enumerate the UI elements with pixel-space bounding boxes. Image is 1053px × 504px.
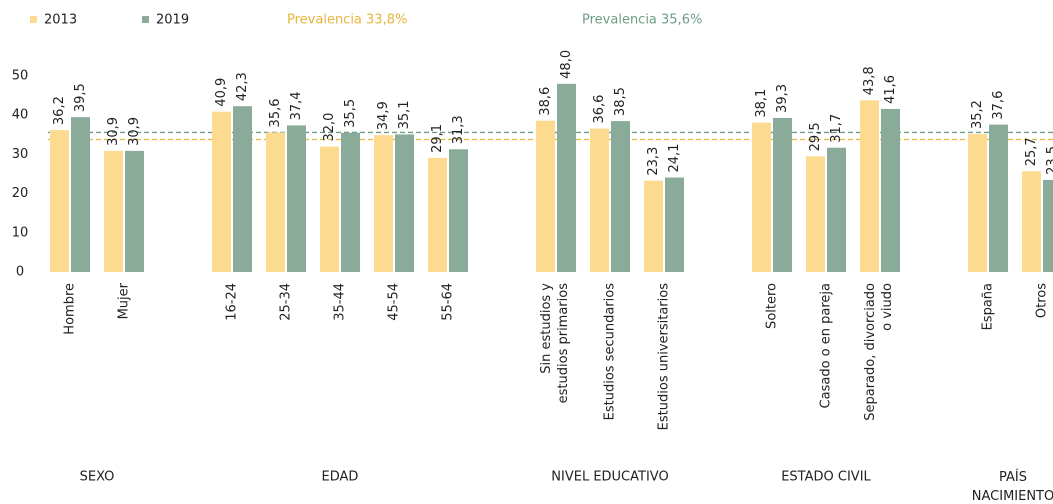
value-label: 23,3 xyxy=(646,147,661,176)
value-label: 32,0 xyxy=(322,113,337,142)
x-tick-label: 55-64 xyxy=(441,283,456,321)
value-label: 35,6 xyxy=(268,98,283,127)
bar xyxy=(1022,171,1041,272)
bar xyxy=(374,135,393,272)
x-tick-label: 35-44 xyxy=(333,283,348,321)
group-label: NIVEL EDUCATIVO xyxy=(551,470,668,485)
value-label: 42,3 xyxy=(235,72,250,101)
value-label: 25,7 xyxy=(1024,137,1039,166)
y-tick-label: 40 xyxy=(12,108,29,123)
value-label: 24,1 xyxy=(667,144,682,173)
bar xyxy=(590,128,609,272)
bar xyxy=(536,120,555,272)
bar xyxy=(320,146,339,272)
x-tick-label: 45-54 xyxy=(387,283,402,321)
bar xyxy=(806,156,825,272)
value-label: 36,6 xyxy=(592,95,607,124)
bar xyxy=(287,125,306,272)
value-label: 39,3 xyxy=(775,84,790,113)
x-tick-label: España xyxy=(981,283,996,330)
x-tick-label: Estudios universitarios xyxy=(657,283,672,431)
value-label: 48,0 xyxy=(559,50,574,79)
x-tick-label: Estudios secundarios xyxy=(603,283,618,421)
value-label: 41,6 xyxy=(883,75,898,104)
x-tick-label: Mujer xyxy=(117,282,132,319)
bar xyxy=(989,124,1008,272)
x-tick-label: Hombre xyxy=(63,283,78,335)
value-label: 35,1 xyxy=(397,100,412,129)
x-tick-label: Sin estudios y estudios primarios xyxy=(538,283,570,404)
value-label: 38,1 xyxy=(754,89,769,118)
value-label: 37,6 xyxy=(991,91,1006,120)
x-tick-label: Soltero xyxy=(765,283,780,329)
value-label: 37,4 xyxy=(289,91,304,120)
bar xyxy=(212,111,231,272)
group-label: SEXO xyxy=(80,470,115,485)
value-label: 30,9 xyxy=(127,117,142,146)
x-tick-label: 16-24 xyxy=(225,283,240,321)
x-tick-label: Otros xyxy=(1035,283,1050,318)
bar xyxy=(665,177,684,272)
value-label: 34,9 xyxy=(376,101,391,130)
y-tick-label: 0 xyxy=(16,265,24,280)
bar xyxy=(341,132,360,272)
legend-label: 2013 xyxy=(44,13,77,28)
value-label: 31,7 xyxy=(829,114,844,143)
y-tick-label: 20 xyxy=(12,186,29,201)
reference-label: Prevalencia 35,6% xyxy=(582,13,702,28)
legend-swatch xyxy=(142,16,149,23)
value-label: 43,8 xyxy=(862,66,877,95)
value-label: 31,3 xyxy=(451,115,466,144)
y-tick-label: 50 xyxy=(12,69,29,84)
legend-swatch xyxy=(30,16,37,23)
group-label: ESTADO CIVIL xyxy=(781,470,871,485)
bar xyxy=(968,134,987,272)
bar xyxy=(449,149,468,272)
bar xyxy=(125,150,144,272)
value-label: 23,5 xyxy=(1045,146,1053,175)
bar xyxy=(773,117,792,272)
value-label: 39,5 xyxy=(73,83,88,112)
value-label: 29,5 xyxy=(808,122,823,151)
bar xyxy=(860,100,879,272)
bar xyxy=(827,147,846,272)
bar xyxy=(1043,179,1053,272)
value-label: 38,6 xyxy=(538,87,553,116)
bar xyxy=(881,108,900,272)
bar xyxy=(71,117,90,272)
bar xyxy=(752,122,771,272)
bar xyxy=(50,130,69,272)
x-tick-label: 25-34 xyxy=(279,283,294,321)
value-label: 35,2 xyxy=(970,100,985,129)
value-label: 38,5 xyxy=(613,87,628,116)
y-tick-label: 10 xyxy=(12,225,29,240)
bar xyxy=(644,180,663,272)
bar xyxy=(395,134,414,272)
value-label: 29,1 xyxy=(430,124,445,153)
value-label: 40,9 xyxy=(214,78,229,107)
bar xyxy=(104,150,123,272)
reference-label: Prevalencia 33,8% xyxy=(287,13,407,28)
group-label: EDAD xyxy=(322,470,359,485)
bar xyxy=(266,132,285,272)
x-tick-label: Separado, divorciado o viudo xyxy=(862,283,894,421)
y-tick-label: 30 xyxy=(12,147,29,162)
value-label: 36,2 xyxy=(52,96,67,125)
bar xyxy=(233,106,252,273)
bar xyxy=(557,83,576,272)
group-label: PAÍS NACIMIENTO xyxy=(972,469,1053,504)
bar xyxy=(611,121,630,272)
legend-label: 2019 xyxy=(156,13,189,28)
value-label: 30,9 xyxy=(106,117,121,146)
x-tick-label: Casado o en pareja xyxy=(819,283,834,408)
value-label: 35,5 xyxy=(343,99,358,128)
bar xyxy=(428,157,447,272)
